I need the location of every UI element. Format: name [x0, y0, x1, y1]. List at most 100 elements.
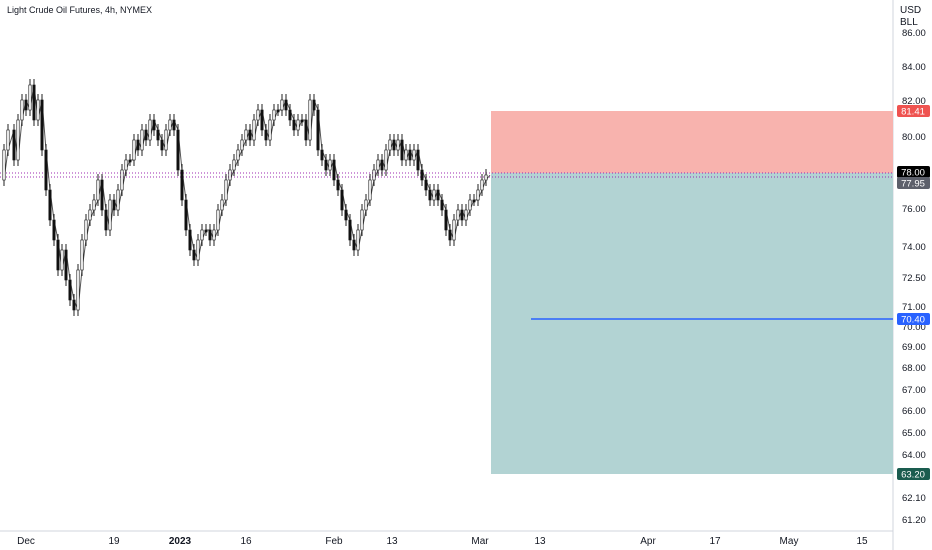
candle-body	[424, 179, 428, 191]
candle-body	[156, 129, 160, 141]
time-tick-label: 19	[108, 536, 120, 547]
price-badge-text-tp: 63.20	[901, 470, 925, 481]
candle-body	[128, 159, 132, 163]
price-tick-label: 64.00	[902, 450, 926, 461]
candle-body	[344, 209, 348, 221]
candle-body	[292, 119, 296, 131]
candle-body	[380, 159, 384, 171]
candle-body	[40, 99, 44, 151]
candle-body	[416, 149, 420, 171]
candle-body	[248, 129, 252, 141]
candle-body	[272, 109, 276, 121]
candle-body	[308, 99, 312, 141]
candle-body	[120, 169, 124, 191]
candle-body	[184, 199, 188, 231]
candle-body	[28, 84, 32, 111]
candle-body	[180, 169, 184, 201]
candle-body	[212, 229, 216, 241]
price-badge-text-entry: 77.95	[901, 179, 925, 190]
stop-loss-zone[interactable]	[491, 111, 893, 173]
candle-body	[436, 189, 440, 201]
candle-body	[20, 99, 24, 121]
price-badge-entry	[897, 177, 930, 189]
price-tick-label: 70.00	[902, 322, 926, 333]
candle-body	[408, 149, 412, 161]
candle-body	[300, 119, 304, 123]
price-badge-stop	[897, 105, 930, 117]
candle-body	[88, 209, 92, 221]
candle-body	[476, 189, 480, 201]
candle-body	[60, 249, 64, 271]
candle-body	[244, 129, 248, 141]
candle-body	[164, 129, 168, 151]
time-tick-label: 13	[386, 536, 398, 547]
candle-body	[236, 149, 240, 161]
candle-body	[364, 199, 368, 211]
candle-body	[240, 139, 244, 151]
candle-body	[284, 99, 288, 111]
candle-body	[460, 209, 464, 221]
candle-body	[144, 129, 148, 141]
candle-body	[296, 119, 300, 131]
candle-body	[384, 149, 388, 171]
candle-body	[400, 139, 404, 161]
candle-body	[464, 209, 468, 221]
candle-body	[136, 139, 140, 151]
candle-body	[376, 159, 380, 171]
candle-body	[320, 149, 324, 161]
candle-body	[64, 249, 68, 281]
candle-body	[160, 139, 164, 151]
candle-body	[204, 229, 208, 233]
candle-body	[16, 119, 20, 161]
candle-body	[68, 279, 72, 301]
candle-body	[208, 229, 212, 241]
candle-body	[440, 199, 444, 211]
time-tick-label: 13	[534, 536, 546, 547]
candle-body	[428, 189, 432, 201]
currency-label[interactable]: USD	[900, 5, 922, 16]
symbol-title[interactable]: Light Crude Oil Futures, 4h, NYMEX	[7, 5, 153, 15]
time-tick-label: Apr	[640, 536, 656, 547]
unit-label[interactable]: BLL	[900, 17, 918, 28]
candle-body	[112, 199, 116, 211]
candle-body	[44, 149, 48, 191]
price-tick-label: 66.00	[902, 406, 926, 417]
candle-body	[432, 189, 436, 201]
price-tick-label: 86.00	[902, 28, 926, 39]
candle-body	[328, 159, 332, 171]
candle-body	[468, 199, 472, 211]
candle-body	[332, 159, 336, 181]
candle-body	[72, 299, 76, 311]
price-tick-label: 62.10	[902, 493, 926, 504]
candle-body	[36, 99, 40, 121]
candle-body	[32, 84, 36, 121]
take-profit-zone[interactable]	[491, 173, 893, 474]
candle-body	[412, 149, 416, 161]
time-tick-label: 17	[709, 536, 721, 547]
candle-body	[404, 149, 408, 161]
candle-body	[148, 119, 152, 141]
candle-body	[176, 129, 180, 171]
candle-body	[396, 139, 400, 151]
candle-body	[484, 174, 488, 181]
candle-body	[96, 179, 100, 201]
candle-body	[188, 229, 192, 251]
candle-body	[56, 239, 60, 271]
candle-body	[456, 209, 460, 221]
candle-body	[348, 219, 352, 241]
time-tick-label: Feb	[325, 536, 343, 547]
candle-body	[360, 209, 364, 231]
candle-body	[420, 169, 424, 181]
candle-body	[2, 149, 6, 181]
time-tick-label: 16	[240, 536, 252, 547]
candle-body	[104, 209, 108, 231]
candle-body	[368, 179, 372, 201]
candle-body	[388, 139, 392, 151]
candle-body	[392, 139, 396, 151]
candle-body	[288, 109, 292, 121]
time-tick-label: Dec	[17, 536, 35, 547]
time-tick-label: May	[780, 536, 799, 547]
candle-body	[444, 209, 448, 231]
candle-body	[356, 229, 360, 251]
